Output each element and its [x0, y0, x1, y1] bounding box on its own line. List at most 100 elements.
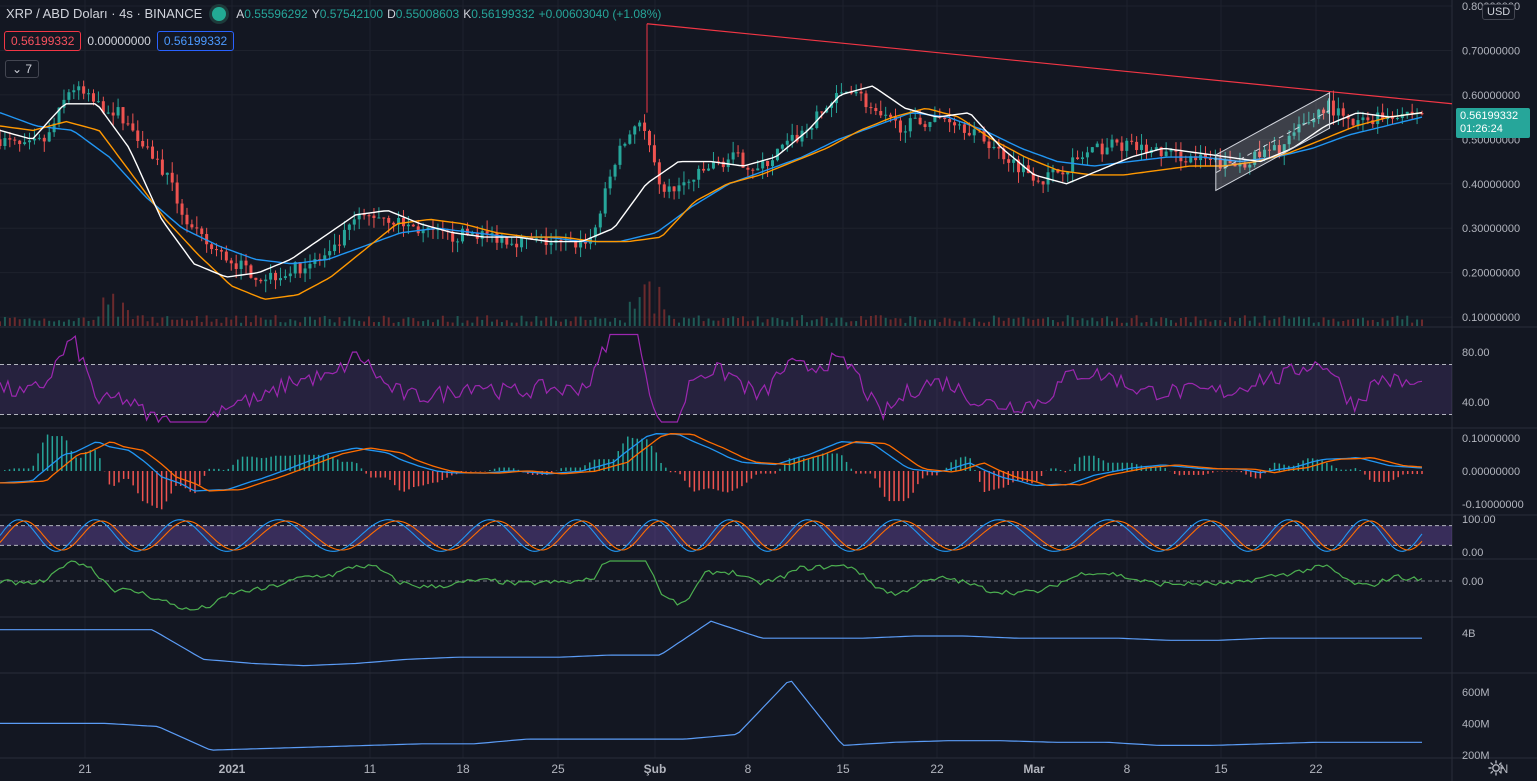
bar-countdown: 01:26:24 [1460, 123, 1503, 135]
candle-body [1007, 159, 1011, 163]
volume-bar [146, 321, 149, 326]
candle-body [1322, 109, 1326, 114]
volume-bar [746, 321, 749, 326]
volume-bar [107, 304, 110, 326]
candle-body [111, 112, 115, 116]
volume-bar [864, 319, 867, 326]
candle-body [362, 213, 366, 216]
symbol-title[interactable]: XRP / ABD Doları · 4s · BINANCE [6, 6, 203, 21]
volume-bar [1155, 321, 1158, 326]
candle-body [751, 169, 755, 171]
volume-bar [919, 319, 922, 326]
candle-body [1026, 165, 1030, 174]
candle-body [387, 217, 391, 223]
volume-bar [289, 319, 292, 326]
candle-body [574, 241, 578, 248]
volume-bar [284, 322, 287, 326]
candle-body [1243, 163, 1247, 168]
candle-body [249, 265, 253, 278]
candle-body [1100, 143, 1104, 155]
candle-body [146, 146, 150, 148]
candle-body [1130, 140, 1134, 142]
volume-bar [894, 318, 897, 326]
volume-bar [43, 318, 46, 326]
candle-body [608, 176, 612, 189]
volume-bar [569, 321, 572, 326]
candle-body [1228, 159, 1232, 164]
volume-bar [92, 319, 95, 326]
macd-signal-line [0, 433, 1423, 492]
volume-bar [1145, 321, 1148, 326]
volume-bar [614, 317, 617, 326]
candle-body [1085, 152, 1089, 158]
volume-bar [33, 320, 36, 326]
candle-body [1144, 144, 1148, 153]
candle-body [328, 251, 332, 256]
candle-body [229, 260, 233, 264]
time-axis-label: 22 [930, 762, 944, 776]
rsi-line [0, 333, 1423, 424]
candle-body [697, 168, 701, 180]
volume-bar [776, 318, 779, 326]
gear-icon[interactable] [1488, 760, 1504, 776]
volume-bar [1130, 318, 1133, 326]
ma-white-line [0, 85, 1423, 278]
candle-body [1154, 147, 1158, 150]
volume-bar [431, 322, 434, 326]
candle-body [1361, 117, 1365, 121]
macd-tick-label: 0.00000000 [1462, 466, 1520, 478]
volume-bar [953, 320, 956, 326]
volume-bar [195, 316, 198, 326]
candle-body [367, 215, 371, 217]
volume-bar [1002, 320, 1005, 326]
candle-body [652, 145, 656, 163]
indicators-collapse-button[interactable]: ⌄ 7 [5, 60, 40, 78]
candle-body [864, 93, 868, 108]
time-axis-label: 15 [1214, 762, 1228, 776]
candle-body [1021, 165, 1025, 173]
market-status-icon[interactable] [212, 6, 227, 21]
time-axis-label: 22 [1309, 762, 1323, 776]
time-axis-label: 18 [456, 762, 470, 776]
volume-bar [820, 316, 823, 326]
volume-bar [1096, 321, 1099, 326]
volume-bar [156, 322, 159, 326]
volume-bar [353, 319, 356, 326]
stoch-tick-label: 0.00 [1462, 547, 1483, 559]
candle-body [293, 262, 297, 274]
volume-bar [1411, 322, 1414, 326]
volume-bar [466, 320, 469, 326]
volume-tick-label: 200M [1462, 750, 1490, 762]
candle-body [1120, 142, 1124, 151]
price-tick-label: 0.70000000 [1462, 45, 1520, 57]
candle-body [1041, 181, 1045, 185]
volume-bar [387, 317, 390, 326]
volume-bar [978, 321, 981, 326]
candle-body [957, 124, 961, 126]
candle-body [219, 250, 223, 252]
time-axis-label: N [1500, 762, 1509, 776]
macd-line [0, 433, 1423, 492]
volume-bar [58, 320, 61, 326]
currency-selector[interactable]: USD [1482, 4, 1516, 20]
volume-bar [545, 317, 548, 326]
candle-body [579, 239, 583, 248]
volume-bar [1288, 318, 1291, 326]
volume-bar [476, 316, 479, 326]
volume-bar [225, 317, 228, 326]
candle-body [303, 268, 307, 274]
volume-bar [397, 321, 400, 326]
price-tick-label: 0.20000000 [1462, 268, 1520, 280]
volume-bar [422, 321, 425, 326]
volume-bar [988, 321, 991, 326]
macd-tick-label: 0.10000000 [1462, 433, 1520, 445]
volume-bar [761, 322, 764, 326]
candle-body [1051, 169, 1055, 173]
volume-bar [299, 322, 302, 326]
candle-body [288, 273, 292, 277]
volume-bar [618, 320, 621, 326]
candle-body [908, 118, 912, 132]
candle-body [795, 134, 799, 142]
volume-bar [117, 316, 120, 326]
